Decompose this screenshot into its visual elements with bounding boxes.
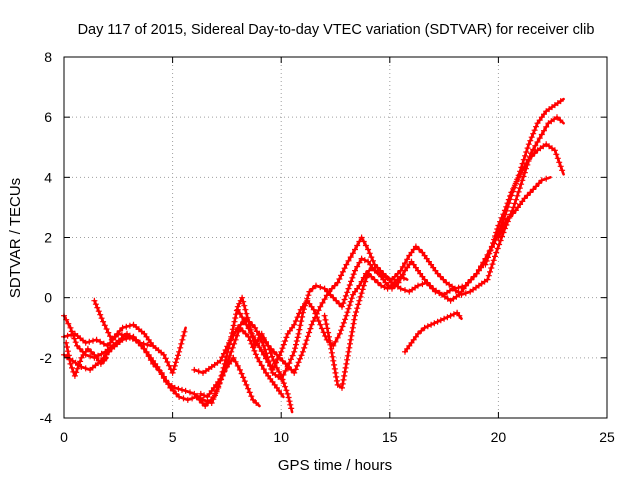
y-tick-label: -4 (40, 410, 53, 426)
x-tick-labels: 0 5 10 15 20 25 (60, 429, 615, 445)
series-track-7 (256, 114, 565, 376)
y-tick-label: 6 (44, 109, 52, 125)
series-markers (321, 270, 407, 391)
x-tick-label: 20 (491, 429, 507, 445)
series-line (64, 341, 109, 378)
series-markers (402, 309, 463, 355)
y-tick-label: 4 (44, 169, 52, 185)
series-markers (191, 98, 564, 382)
y-tick-label: 8 (44, 49, 52, 65)
series-track-5 (191, 97, 565, 382)
series-line (199, 356, 261, 408)
grid-lines (64, 57, 607, 418)
series-track-8 (321, 270, 409, 391)
chart-title: Day 117 of 2015, Sidereal Day-to-day VTE… (78, 22, 595, 38)
y-tick-labels: -4 -2 0 2 4 6 8 (40, 49, 53, 426)
series-track-11 (402, 309, 463, 355)
series-markers (197, 354, 260, 406)
series-markers (256, 114, 564, 376)
x-tick-label: 0 (60, 429, 68, 445)
series-line (403, 311, 463, 354)
x-tick-label: 15 (382, 429, 398, 445)
y-tick-label: 2 (44, 230, 52, 246)
series-track-13 (63, 339, 109, 379)
plot-frame (63, 56, 608, 419)
axis-ticks (63, 56, 608, 419)
series-track-12 (197, 354, 261, 408)
series-markers (495, 175, 550, 241)
series-track-9 (482, 141, 566, 268)
y-axis-label: SDTVAR / TECUs (7, 178, 24, 298)
series-line (258, 115, 565, 375)
series-track-10 (495, 175, 552, 241)
plot-area (61, 97, 566, 414)
x-tick-label: 5 (169, 429, 177, 445)
series-markers (91, 297, 188, 376)
series-track-3 (91, 297, 188, 376)
y-tick-label: -2 (40, 350, 53, 366)
x-tick-label: 10 (273, 429, 289, 445)
x-tick-label: 25 (599, 429, 615, 445)
series-markers (234, 258, 487, 373)
series-line (323, 272, 409, 390)
x-axis-label: GPS time / hours (278, 457, 392, 474)
series-markers (63, 339, 108, 379)
series-markers (482, 141, 566, 268)
y-tick-label: 0 (44, 290, 52, 306)
